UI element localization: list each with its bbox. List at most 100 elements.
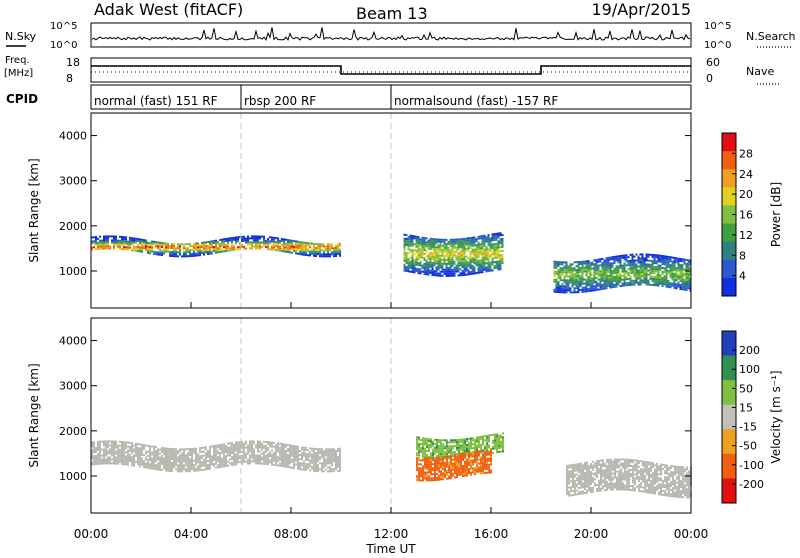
heatmap-cell	[618, 271, 620, 273]
heatmap-cell	[604, 477, 606, 479]
heatmap-cell	[580, 271, 582, 273]
heatmap-cell	[684, 289, 686, 291]
heatmap-cell	[119, 441, 121, 443]
heatmap-cell	[654, 278, 656, 280]
heatmap-cell	[450, 461, 452, 463]
heatmap-cell	[672, 283, 674, 285]
heatmap-cell	[137, 455, 139, 457]
heatmap-cell	[484, 241, 486, 243]
heatmap-cell	[295, 447, 297, 449]
heatmap-cell	[255, 245, 257, 247]
heatmap-cell	[666, 264, 668, 266]
heatmap-cell	[317, 456, 319, 458]
heatmap-cell	[634, 479, 636, 481]
heatmap-cell	[289, 458, 291, 460]
heatmap-cell	[235, 448, 237, 450]
heatmap-cell	[502, 240, 504, 242]
heatmap-cell	[221, 462, 223, 464]
heatmap-cell	[323, 249, 325, 251]
heatmap-cell	[245, 457, 247, 459]
heatmap-cell	[442, 472, 444, 474]
heatmap-cell	[211, 250, 213, 252]
heatmap-cell	[229, 448, 231, 450]
noise-left-tick-high: 10^5	[50, 21, 77, 32]
heatmap-cell	[227, 461, 229, 463]
heatmap-cell	[582, 281, 584, 283]
heatmap-cell	[169, 468, 171, 470]
heatmap-cell	[325, 253, 327, 255]
heatmap-cell	[219, 448, 221, 450]
heatmap-cell	[269, 461, 271, 463]
heatmap-cell	[189, 454, 191, 456]
heatmap-cell	[444, 271, 446, 273]
heatmap-cell	[554, 261, 556, 263]
heatmap-cell	[325, 450, 327, 452]
heatmap-cell	[486, 454, 488, 456]
heatmap-cell	[97, 461, 99, 463]
heatmap-cell	[183, 466, 185, 468]
heatmap-cell	[127, 241, 129, 243]
heatmap-cell	[608, 467, 610, 469]
heatmap-cell	[554, 281, 556, 283]
heatmap-cell	[219, 466, 221, 468]
heatmap-cell	[315, 247, 317, 249]
heatmap-cell	[490, 238, 492, 240]
heatmap-cell	[199, 463, 201, 465]
heatmap-cell	[137, 459, 139, 461]
heatmap-cell	[568, 267, 570, 269]
heatmap-cell	[105, 239, 107, 241]
heatmap-cell	[426, 463, 428, 465]
noise-traces	[92, 27, 690, 40]
heatmap-cell	[586, 490, 588, 492]
heatmap-cell	[634, 270, 636, 272]
heatmap-cell	[293, 248, 295, 250]
heatmap-cell	[257, 240, 259, 242]
heatmap-cell	[644, 461, 646, 463]
heatmap-cell	[434, 461, 436, 463]
heatmap-cell	[255, 239, 257, 241]
heatmap-cell	[500, 240, 502, 242]
heatmap-cell	[476, 449, 478, 451]
heatmap-cell	[484, 458, 486, 460]
heatmap-cell	[604, 481, 606, 483]
heatmap-cell	[255, 458, 257, 460]
heatmap-cell	[460, 467, 462, 469]
heatmap-cell	[265, 449, 267, 451]
heatmap-cell	[173, 247, 175, 249]
heatmap-cell	[466, 474, 468, 476]
heatmap-cell	[147, 467, 149, 469]
heatmap-cell	[602, 270, 604, 272]
heatmap-cell	[484, 253, 486, 255]
heatmap-cell	[626, 461, 628, 463]
heatmap-cell	[662, 267, 664, 269]
heatmap-cell	[141, 444, 143, 446]
heatmap-cell	[408, 252, 410, 254]
heatmap-cell	[602, 288, 604, 290]
heatmap-cell	[484, 452, 486, 454]
heatmap-cell	[271, 245, 273, 247]
heatmap-cell	[321, 448, 323, 450]
heatmap-cell	[436, 459, 438, 461]
heatmap-cell	[446, 265, 448, 267]
heatmap-cell	[289, 454, 291, 456]
heatmap-cell	[418, 254, 420, 256]
heatmap-cell	[185, 253, 187, 255]
heatmap-cell	[568, 493, 570, 495]
heatmap-cell	[602, 475, 604, 477]
heatmap-cell	[500, 254, 502, 256]
heatmap-cell	[213, 250, 215, 252]
heatmap-cell	[159, 463, 161, 465]
heatmap-cell	[279, 465, 281, 467]
heatmap-cell	[107, 241, 109, 243]
heatmap-cell	[596, 277, 598, 279]
heatmap-cell	[245, 453, 247, 455]
heatmap-cell	[668, 270, 670, 272]
heatmap-cell	[496, 441, 498, 443]
heatmap-cell	[253, 456, 255, 458]
heatmap-cell	[478, 268, 480, 270]
heatmap-cell	[438, 459, 440, 461]
heatmap-cell	[205, 464, 207, 466]
heatmap-cell	[325, 458, 327, 460]
heatmap-cell	[327, 460, 329, 462]
heatmap-cell	[416, 444, 418, 446]
